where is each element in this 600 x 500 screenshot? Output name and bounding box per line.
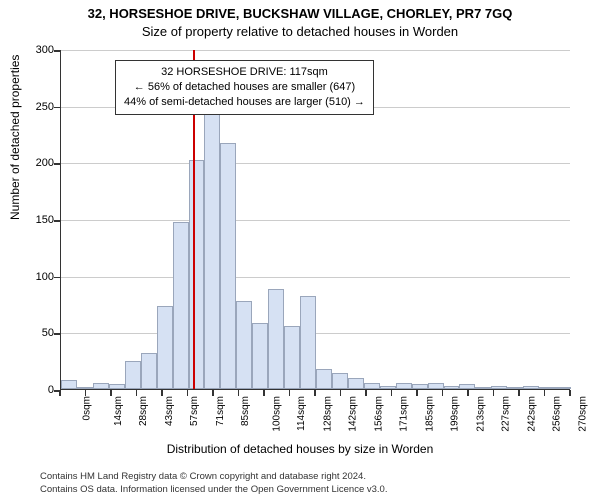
footer-attribution: Contains HM Land Registry data © Crown c…	[40, 471, 387, 496]
chart-title-main: 32, HORSESHOE DRIVE, BUCKSHAW VILLAGE, C…	[0, 0, 600, 21]
x-tick-mark	[136, 390, 138, 396]
y-tick-label: 300	[26, 44, 54, 56]
x-tick-mark	[85, 390, 87, 396]
x-tick-label: 128sqm	[322, 396, 333, 432]
x-tick-mark	[518, 390, 520, 396]
info-box-line3: 44% of semi-detached houses are larger (…	[124, 95, 365, 110]
footer-line2: Contains OS data. Information licensed u…	[40, 484, 387, 496]
histogram-bar	[380, 386, 396, 389]
x-tick-mark	[314, 390, 316, 396]
histogram-bar	[284, 326, 300, 389]
x-tick-label: 14sqm	[113, 396, 124, 426]
histogram-bar	[316, 369, 332, 389]
histogram-bar	[268, 289, 284, 389]
histogram-bar	[252, 323, 268, 389]
x-tick-label: 156sqm	[373, 396, 384, 432]
y-tick-label: 100	[26, 271, 54, 283]
histogram-bar	[236, 301, 252, 389]
histogram-bar	[220, 143, 236, 389]
histogram-bar	[125, 361, 141, 389]
x-tick-label: 199sqm	[450, 396, 461, 432]
y-tick-label: 200	[26, 157, 54, 169]
y-tick-label: 150	[26, 214, 54, 226]
histogram-bar	[157, 306, 173, 389]
x-axis-label: Distribution of detached houses by size …	[0, 442, 600, 456]
x-tick-label: 227sqm	[501, 396, 512, 432]
x-tick-mark	[569, 390, 571, 396]
histogram-bar	[141, 353, 157, 389]
x-tick-label: 171sqm	[399, 396, 410, 432]
y-tick-label: 250	[26, 101, 54, 113]
x-tick-mark	[416, 390, 418, 396]
chart-title-sub: Size of property relative to detached ho…	[0, 21, 600, 39]
histogram-bar	[428, 383, 444, 389]
y-tick-label: 50	[26, 327, 54, 339]
x-tick-label: 100sqm	[271, 396, 282, 432]
x-tick-label: 114sqm	[296, 396, 307, 431]
x-tick-label: 43sqm	[164, 396, 175, 426]
histogram-bar	[475, 387, 491, 389]
x-tick-mark	[263, 390, 265, 396]
y-tick-label: 0	[26, 384, 54, 396]
x-tick-label: 28sqm	[138, 396, 149, 426]
histogram-bar	[459, 384, 475, 389]
x-tick-mark	[340, 390, 342, 396]
x-tick-label: 85sqm	[240, 396, 251, 426]
histogram-bar	[348, 378, 364, 389]
histogram-bar	[507, 387, 523, 389]
histogram-bar	[93, 383, 109, 389]
histogram-bar	[412, 384, 428, 389]
x-tick-label: 0sqm	[81, 396, 92, 420]
histogram-bar	[77, 387, 93, 389]
histogram-bar	[396, 383, 412, 389]
x-tick-mark	[365, 390, 367, 396]
x-tick-mark	[391, 390, 393, 396]
histogram-bar	[204, 102, 220, 389]
histogram-bar	[523, 386, 539, 389]
x-tick-label: 213sqm	[475, 396, 486, 432]
x-tick-mark	[493, 390, 495, 396]
gridline	[61, 50, 570, 51]
x-tick-mark	[442, 390, 444, 396]
gridline	[61, 277, 570, 278]
x-tick-mark	[212, 390, 214, 396]
histogram-bar	[332, 373, 348, 389]
info-box-line2: ← 56% of detached houses are smaller (64…	[124, 80, 365, 95]
x-tick-mark	[59, 390, 61, 396]
x-tick-mark	[187, 390, 189, 396]
x-tick-label: 185sqm	[424, 396, 435, 432]
x-tick-label: 242sqm	[526, 396, 537, 432]
histogram-bar	[109, 384, 125, 389]
x-tick-label: 71sqm	[215, 396, 226, 426]
x-tick-mark	[544, 390, 546, 396]
info-box: 32 HORSESHOE DRIVE: 117sqm ← 56% of deta…	[115, 60, 374, 115]
histogram-bar	[61, 380, 77, 389]
histogram-bar	[555, 387, 571, 389]
footer-line1: Contains HM Land Registry data © Crown c…	[40, 471, 387, 483]
x-tick-mark	[289, 390, 291, 396]
histogram-bar	[364, 383, 380, 389]
chart-plot-area: 32 HORSESHOE DRIVE: 117sqm ← 56% of deta…	[60, 50, 570, 390]
gridline	[61, 163, 570, 164]
x-tick-mark	[110, 390, 112, 396]
x-tick-label: 57sqm	[189, 396, 200, 426]
histogram-bar	[491, 386, 507, 389]
x-tick-mark	[238, 390, 240, 396]
info-box-line1: 32 HORSESHOE DRIVE: 117sqm	[124, 65, 365, 80]
x-tick-label: 256sqm	[552, 396, 563, 432]
histogram-bar	[444, 386, 460, 389]
histogram-bar	[189, 160, 205, 389]
histogram-bar	[173, 222, 189, 389]
x-tick-label: 270sqm	[577, 396, 588, 432]
histogram-bar	[539, 387, 555, 389]
x-tick-mark	[161, 390, 163, 396]
histogram-bar	[300, 296, 316, 389]
x-tick-label: 142sqm	[348, 396, 359, 432]
x-tick-mark	[467, 390, 469, 396]
y-axis-label: Number of detached properties	[8, 55, 22, 220]
gridline	[61, 220, 570, 221]
